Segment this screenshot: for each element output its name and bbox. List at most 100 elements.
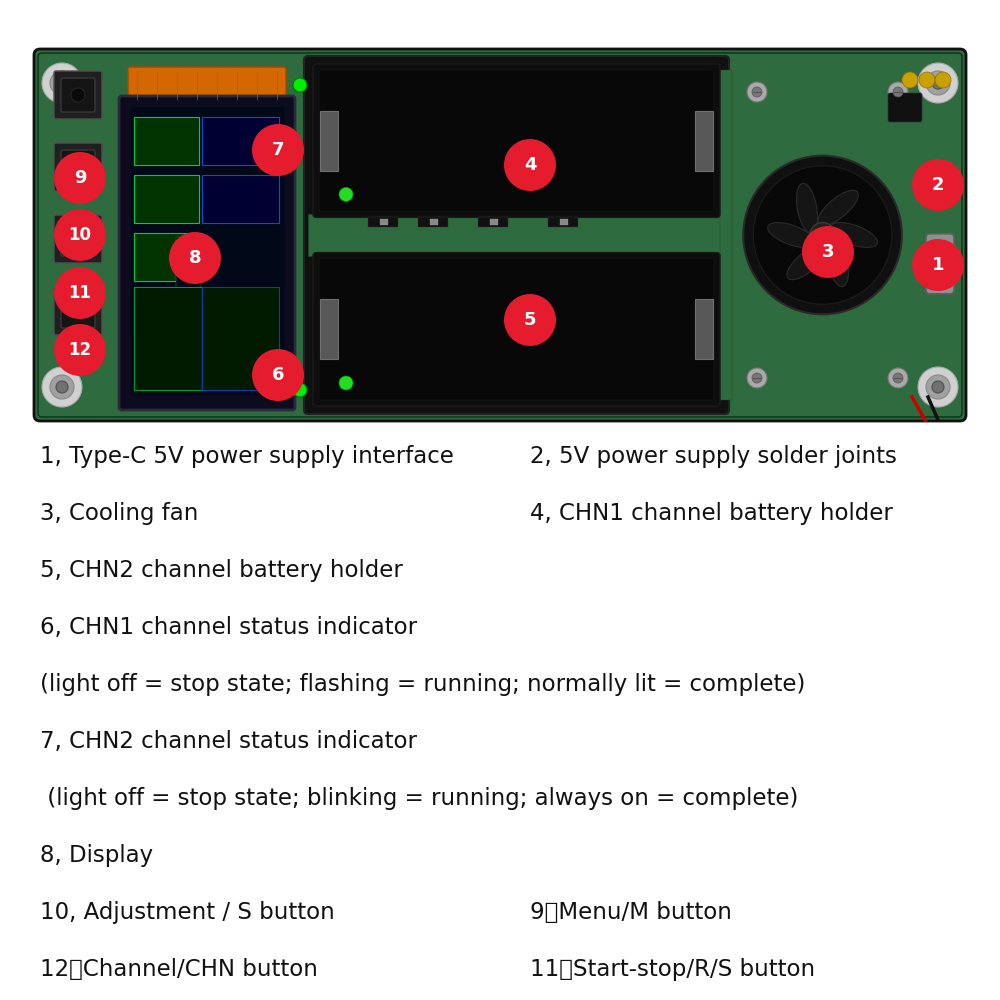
Bar xyxy=(130,107,284,395)
Circle shape xyxy=(919,72,935,88)
Bar xyxy=(380,219,388,225)
Text: 9: 9 xyxy=(74,169,86,187)
Circle shape xyxy=(71,304,85,318)
Circle shape xyxy=(902,72,918,88)
Text: 5, CHN2 channel battery holder: 5, CHN2 channel battery holder xyxy=(40,559,403,582)
Text: 1, Type-C 5V power supply interface: 1, Type-C 5V power supply interface xyxy=(40,445,454,468)
Circle shape xyxy=(747,368,767,388)
Circle shape xyxy=(935,72,951,88)
Text: 3, Cooling fan: 3, Cooling fan xyxy=(40,502,198,525)
Circle shape xyxy=(54,209,106,261)
Circle shape xyxy=(71,88,85,102)
FancyBboxPatch shape xyxy=(54,143,102,191)
Circle shape xyxy=(752,373,762,383)
FancyBboxPatch shape xyxy=(61,150,95,184)
Text: 6: 6 xyxy=(272,366,284,384)
Circle shape xyxy=(42,367,82,407)
Text: (light off = stop state; blinking = running; always on = complete): (light off = stop state; blinking = runn… xyxy=(40,787,798,810)
FancyBboxPatch shape xyxy=(128,67,286,103)
Text: (light off = stop state; flashing = running; normally lit = complete): (light off = stop state; flashing = runn… xyxy=(40,673,805,696)
Circle shape xyxy=(747,82,767,102)
Circle shape xyxy=(42,63,82,103)
Text: 7: 7 xyxy=(272,141,284,159)
Circle shape xyxy=(918,63,958,103)
Circle shape xyxy=(339,187,353,201)
FancyBboxPatch shape xyxy=(54,287,102,335)
Circle shape xyxy=(802,226,854,278)
Circle shape xyxy=(888,368,908,388)
Bar xyxy=(430,219,438,225)
FancyBboxPatch shape xyxy=(61,294,95,328)
Text: 1: 1 xyxy=(932,256,944,274)
FancyBboxPatch shape xyxy=(61,78,95,112)
FancyBboxPatch shape xyxy=(313,64,720,217)
Bar xyxy=(320,111,338,171)
Text: 2, 5V power supply solder joints: 2, 5V power supply solder joints xyxy=(530,445,897,468)
Circle shape xyxy=(918,367,958,407)
Circle shape xyxy=(504,294,556,346)
Circle shape xyxy=(252,349,304,401)
Bar xyxy=(134,175,199,223)
Bar xyxy=(202,287,279,390)
Text: 7, CHN2 channel status indicator: 7, CHN2 channel status indicator xyxy=(40,730,417,753)
Bar xyxy=(368,217,398,227)
Circle shape xyxy=(932,77,944,89)
FancyBboxPatch shape xyxy=(119,96,295,410)
Ellipse shape xyxy=(830,223,877,247)
Circle shape xyxy=(50,71,74,95)
Text: 4, CHN1 channel battery holder: 4, CHN1 channel battery holder xyxy=(530,502,893,525)
FancyBboxPatch shape xyxy=(319,70,714,211)
Bar xyxy=(560,219,568,225)
Circle shape xyxy=(339,376,353,390)
Bar xyxy=(720,70,732,400)
Text: 12: 12 xyxy=(68,341,92,359)
Ellipse shape xyxy=(787,244,827,280)
Circle shape xyxy=(912,159,964,211)
FancyBboxPatch shape xyxy=(34,49,966,421)
Circle shape xyxy=(71,232,85,246)
Circle shape xyxy=(169,232,221,284)
Circle shape xyxy=(932,381,944,393)
Text: 10, Adjustment / S button: 10, Adjustment / S button xyxy=(40,901,335,924)
Circle shape xyxy=(893,87,903,97)
Circle shape xyxy=(743,156,902,314)
Bar xyxy=(308,214,725,256)
Circle shape xyxy=(817,229,828,241)
Ellipse shape xyxy=(828,237,849,287)
Bar xyxy=(320,299,338,359)
Text: 9、Menu/M button: 9、Menu/M button xyxy=(530,901,732,924)
Bar xyxy=(134,287,202,390)
Text: 11、Start-stop/R/S button: 11、Start-stop/R/S button xyxy=(530,958,815,981)
Circle shape xyxy=(71,160,85,174)
Text: 6, CHN1 channel status indicator: 6, CHN1 channel status indicator xyxy=(40,616,417,639)
Text: 4: 4 xyxy=(524,156,536,174)
Circle shape xyxy=(810,223,835,247)
Circle shape xyxy=(56,381,68,393)
Text: 5: 5 xyxy=(524,311,536,329)
FancyBboxPatch shape xyxy=(313,253,720,406)
Text: 8: 8 xyxy=(189,249,201,267)
Circle shape xyxy=(926,71,950,95)
Circle shape xyxy=(50,375,74,399)
FancyBboxPatch shape xyxy=(934,244,950,284)
Circle shape xyxy=(752,87,762,97)
Bar xyxy=(202,175,279,223)
Bar xyxy=(134,117,199,165)
Bar xyxy=(176,237,201,302)
Bar xyxy=(490,219,498,225)
Ellipse shape xyxy=(818,190,858,226)
FancyBboxPatch shape xyxy=(54,71,102,119)
Circle shape xyxy=(252,124,304,176)
Circle shape xyxy=(293,383,307,397)
Circle shape xyxy=(56,77,68,89)
Circle shape xyxy=(893,373,903,383)
Text: 11: 11 xyxy=(68,284,92,302)
FancyBboxPatch shape xyxy=(304,56,729,414)
Circle shape xyxy=(912,239,964,291)
Circle shape xyxy=(293,78,307,92)
FancyBboxPatch shape xyxy=(926,234,954,294)
Bar xyxy=(548,217,578,227)
FancyBboxPatch shape xyxy=(888,93,922,122)
Bar xyxy=(478,217,508,227)
Circle shape xyxy=(54,324,106,376)
